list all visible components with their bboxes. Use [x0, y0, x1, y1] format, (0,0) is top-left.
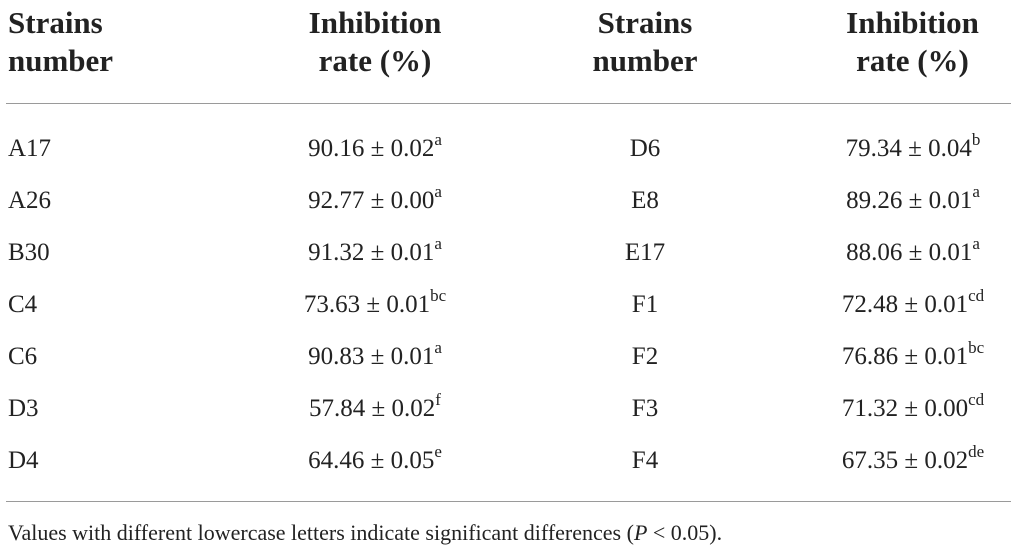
table-footnote: Values with different lowercase letters … [8, 520, 723, 545]
rate-cell: 88.06 ± 0.01a [846, 233, 980, 266]
strain-cell: D4 [8, 447, 39, 474]
header-divider [6, 103, 1011, 104]
rate-cell: 73.63 ± 0.01bc [303, 285, 447, 318]
strain-cell: A26 [8, 187, 52, 214]
strain-cell: F2 [631, 343, 659, 370]
table-row: C4 73.63 ± 0.01bc F1 72.48 ± 0.01cd [0, 285, 1017, 342]
strain-cell: A17 [8, 135, 52, 162]
strain-cell: E8 [631, 187, 659, 214]
rate-cell: 91.32 ± 0.01a [308, 233, 442, 266]
strain-cell: C6 [8, 343, 38, 370]
rate-cell: 79.34 ± 0.04b [845, 129, 981, 162]
rate-cell: 90.83 ± 0.01a [308, 337, 442, 370]
strain-cell: E17 [624, 239, 666, 266]
header-strains-number-right: Strains number [592, 5, 698, 78]
rate-cell: 57.84 ± 0.02f [309, 389, 441, 422]
strain-cell: F3 [631, 395, 659, 422]
strain-cell: D3 [8, 395, 39, 422]
rate-cell: 76.86 ± 0.01bc [841, 337, 985, 370]
table-row: D3 57.84 ± 0.02f F3 71.32 ± 0.00cd [0, 389, 1017, 446]
table-row: B30 91.32 ± 0.01a E17 88.06 ± 0.01a [0, 233, 1017, 290]
rate-cell: 64.46 ± 0.05e [308, 441, 442, 474]
rate-cell: 89.26 ± 0.01a [846, 181, 980, 214]
strain-cell: F1 [631, 291, 659, 318]
header-inhibition-rate-right: Inhibition rate (%) [846, 5, 979, 78]
rate-cell: 71.32 ± 0.00cd [841, 389, 985, 422]
rate-cell: 90.16 ± 0.02a [308, 129, 442, 162]
strain-cell: F4 [631, 447, 659, 474]
rate-cell: 72.48 ± 0.01cd [841, 285, 985, 318]
footer-divider [6, 501, 1011, 502]
strain-cell: B30 [8, 239, 50, 266]
header-inhibition-rate-left: Inhibition rate (%) [308, 5, 442, 78]
rate-cell: 67.35 ± 0.02de [841, 441, 985, 474]
header-strains-number-left: Strains number [8, 5, 114, 78]
table-row: A17 90.16 ± 0.02a D6 79.34 ± 0.04b [0, 129, 1017, 186]
rate-cell: 92.77 ± 0.00a [308, 181, 442, 214]
table-row: A26 92.77 ± 0.00a E8 89.26 ± 0.01a [0, 181, 1017, 238]
strain-cell: D6 [629, 135, 661, 162]
table-row: C6 90.83 ± 0.01a F2 76.86 ± 0.01bc [0, 337, 1017, 394]
table-row: D4 64.46 ± 0.05e F4 67.35 ± 0.02de [0, 441, 1017, 498]
strain-cell: C4 [8, 291, 38, 318]
